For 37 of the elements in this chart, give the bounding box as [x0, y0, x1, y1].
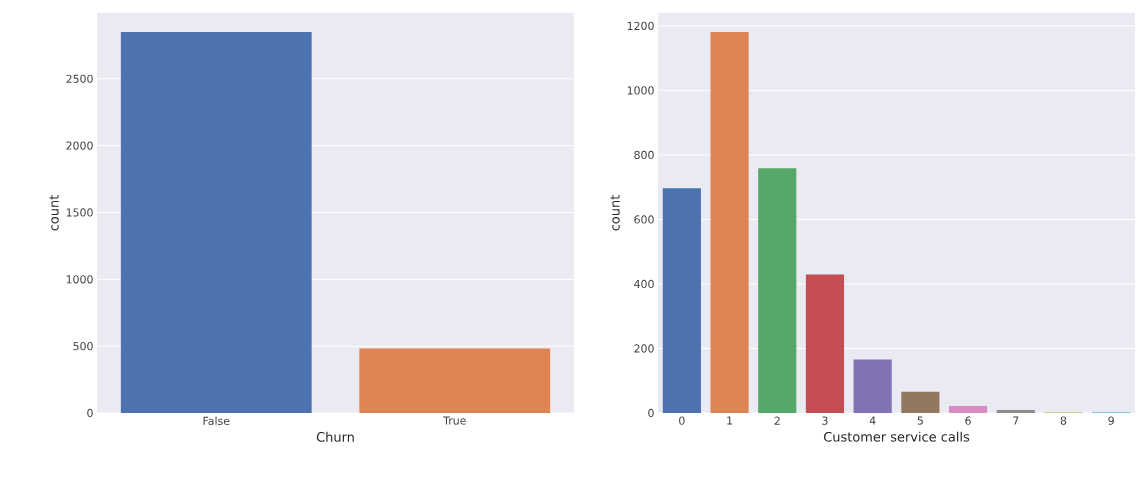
x-tick-label: 6: [965, 416, 971, 425]
y-tick-label: 2500: [66, 74, 93, 83]
x-tick-label: 5: [917, 416, 923, 425]
bar: [996, 410, 1035, 413]
y-tick-label: 600: [634, 215, 654, 224]
bar: [853, 359, 892, 413]
y-axis-title: count: [610, 195, 620, 231]
x-tick-label: 2: [774, 416, 780, 425]
y-tick-label: 2000: [66, 141, 93, 150]
x-tick-label: 9: [1108, 416, 1114, 425]
bar: [710, 32, 749, 413]
y-tick-label: 1200: [627, 21, 654, 31]
y-tick-label: 1000: [66, 275, 93, 284]
bar: [948, 405, 988, 413]
y-tick-label: 800: [634, 150, 654, 160]
x-tick-label: 3: [822, 416, 828, 425]
y-axis-title: count: [49, 195, 59, 231]
x-axis-title: Customer service calls: [823, 431, 970, 442]
bar: [758, 168, 797, 413]
x-axis-title: Churn: [316, 431, 354, 442]
y-tick-label: 200: [634, 344, 654, 353]
x-tick-label: True: [443, 416, 466, 425]
bar: [805, 274, 845, 413]
y-tick-label: 1000: [627, 86, 654, 95]
y-tick-label: 0: [648, 408, 654, 418]
x-tick-label: 1: [727, 416, 733, 425]
x-tick-label: 7: [1013, 416, 1019, 425]
x-tick-label: 8: [1060, 416, 1067, 425]
x-tick-label: 0: [679, 416, 685, 425]
y-tick-label: 1500: [66, 208, 93, 217]
bar: [662, 188, 701, 413]
y-tick-label: 400: [634, 279, 654, 289]
x-tick-label: False: [203, 416, 230, 425]
x-tick-label: 4: [869, 416, 876, 425]
y-tick-label: 500: [73, 342, 93, 351]
bar: [901, 391, 940, 413]
y-tick-label: 0: [87, 408, 93, 418]
